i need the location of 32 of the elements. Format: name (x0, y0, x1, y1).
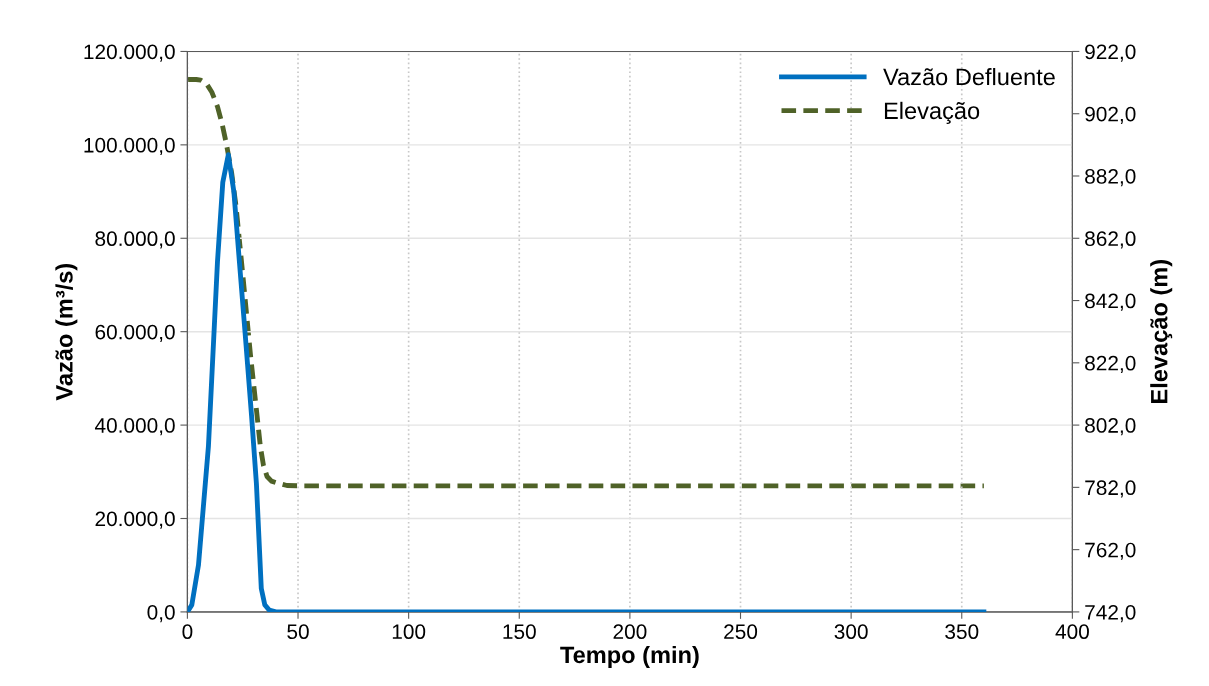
x-tick-label: 400 (1055, 624, 1089, 640)
y-tick-label: 20.000,0 (95, 511, 175, 529)
y2-tick-label: 842,0 (1085, 293, 1136, 311)
y-tick-label: 0,0 (147, 604, 175, 623)
y2-tick-label: 922,0 (1085, 44, 1136, 62)
y2-tick-label: 882,0 (1085, 169, 1136, 187)
line-series (187, 152, 987, 612)
y2-tick-label: 782,0 (1085, 480, 1136, 498)
y2-tick-label: 862,0 (1085, 231, 1136, 249)
y2-tick-label: 742,0 (1085, 604, 1136, 623)
x-tick-label: 50 (287, 624, 309, 640)
x-tick-label: 150 (503, 624, 536, 640)
y2-axis-title: Elevação (m) (1150, 260, 1173, 403)
x-tick-label: 300 (834, 624, 868, 640)
x-tick-label: 200 (613, 624, 647, 640)
x-axis-title: Tempo (min) (560, 645, 699, 668)
y-tick-label: 120.000,0 (84, 44, 175, 62)
x-tick-label: 0 (182, 624, 193, 640)
y-tick-label: 60.000,0 (95, 324, 175, 342)
legend-label: Vazão Defluente (883, 67, 1055, 86)
x-tick-label: 250 (724, 624, 758, 640)
y2-tick-label: 802,0 (1085, 418, 1136, 436)
x-tick-label: 350 (945, 624, 979, 640)
y2-tick-label: 822,0 (1085, 355, 1136, 374)
y2-tick-label: 762,0 (1085, 542, 1136, 560)
y-tick-label: 80.000,0 (95, 231, 175, 249)
y-axis-title: Vazão (m³/s) (55, 263, 78, 401)
y-tick-label: 40.000,0 (94, 418, 175, 436)
y-tick-label: 100.000,0 (84, 137, 175, 156)
x-tick-label: 100 (392, 624, 426, 640)
y2-tick-label: 902,0 (1085, 106, 1136, 124)
legend-label: Elevação (884, 101, 980, 124)
